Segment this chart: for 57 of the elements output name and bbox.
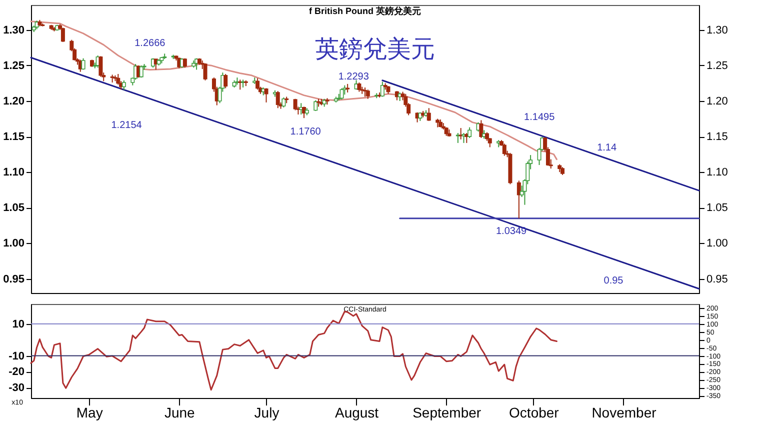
annotation: 0.95 [604,276,624,287]
candlestick [357,82,362,92]
line-series [30,310,558,391]
candlestick [116,73,120,86]
y-tick-label: 1.15 [3,131,24,144]
candlestick [282,96,286,108]
y-tick-label: 1.00 [3,238,24,250]
candlestick [98,56,103,78]
y-tick-label: 1.25 [3,60,24,72]
y2-tick-label: 0.95 [706,273,728,286]
y-tick-label: 1.10 [3,166,24,179]
candlestick [314,100,318,112]
candlestick [139,64,144,78]
candlestick [363,86,367,98]
candlestick [479,120,484,138]
y2-tick-label: 1.25 [706,60,728,72]
candlestick [224,73,228,89]
candlestick [203,62,208,81]
y-tick-label: 10 [12,318,24,330]
x-tick-label: June [164,404,196,420]
y-tick-label: -20 [8,366,24,378]
y-tick-label: -10 [8,350,24,362]
candlestick [340,88,344,100]
y-tick-label: 1.05 [3,202,24,214]
candlestick [502,143,506,156]
y2-tick-label: 1.10 [706,166,728,179]
x-tick-label: August [334,404,379,420]
chart-title: f British Pound 英鎊兌美元 [309,6,421,16]
candlestick [366,89,370,100]
annotation: 1.2293 [338,71,370,82]
candlestick [256,78,260,90]
candlestick [60,27,65,42]
annotation: 1.1495 [524,112,556,124]
y2-tick-label: 1.20 [706,96,728,108]
annotation: 1.0349 [496,226,528,238]
y2-tick-label: 1.15 [706,131,728,144]
y2-tick-label: 1.30 [706,24,728,36]
x-tick-label: October [509,404,560,420]
x-tick-label: November [592,404,657,420]
annotation: 1.1760 [290,126,322,138]
y-tick-label: 0.95 [3,273,24,286]
candlestick [264,88,268,103]
x-tick-label: July [254,404,280,420]
x-tick-label: September [412,404,482,420]
candlestick [276,90,280,109]
y-tick-label: 1.20 [3,96,24,108]
x-tick-label: May [76,404,103,420]
y2-tick-label: 1.05 [706,202,728,214]
annotation: 1.2154 [111,120,142,131]
annotation: 1.14 [597,142,617,154]
y-tick-label: 1.30 [3,24,24,36]
y2-tick-label: 1.00 [706,238,728,250]
candlestick [468,126,472,138]
y-tick-label: -30 [8,382,24,394]
annotation: 1.2666 [134,38,166,50]
text: 英鎊兌美元 [315,36,435,63]
candlestick [516,180,521,219]
